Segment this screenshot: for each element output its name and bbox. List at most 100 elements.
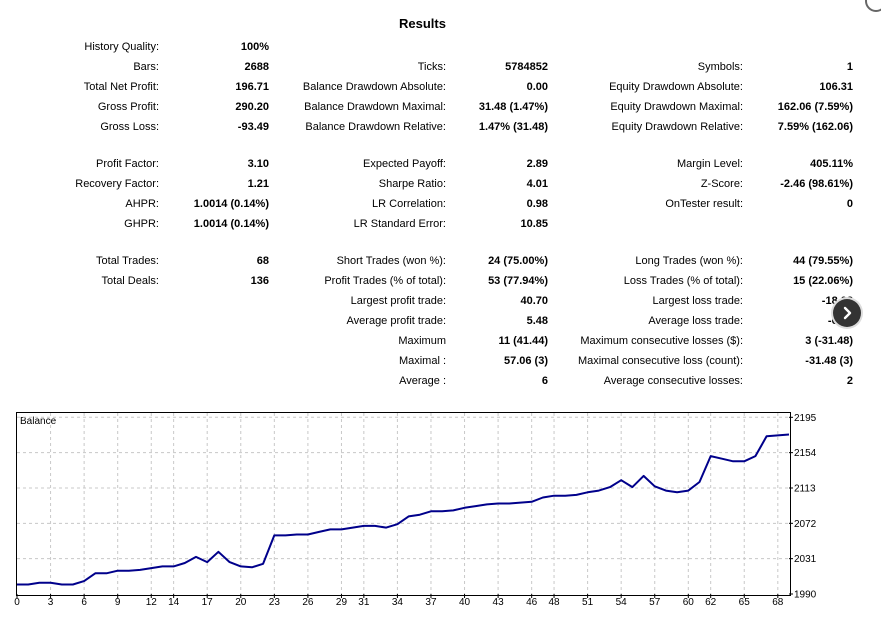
chart-title: Balance — [20, 416, 57, 427]
stat-value-history-quality: 100% — [240, 41, 269, 53]
stat-label-maximal: Maximal : — [398, 355, 446, 367]
x-tick-label: 34 — [392, 597, 404, 608]
x-tick-label: 43 — [493, 597, 505, 608]
stat-label-ticks: Ticks: — [417, 61, 446, 73]
stat-value-symbols: 1 — [846, 61, 853, 73]
stat-label-margin-level: Margin Level: — [676, 158, 743, 170]
stat-label-equity-drawdown-absolute: Equity Drawdown Absolute: — [609, 81, 743, 93]
stat-value-equity-drawdown-absolute: 106.31 — [819, 81, 853, 93]
stat-label-lr-standard-error: LR Standard Error: — [353, 218, 446, 230]
stat-label-short-trades-won: Short Trades (won %): — [336, 255, 446, 267]
stat-value-short-trades-won: 24 (75.00%) — [488, 255, 548, 267]
stat-label-balance-drawdown-maximal: Balance Drawdown Maximal: — [304, 101, 446, 113]
stat-label-total-deals: Total Deals: — [101, 275, 159, 287]
x-tick-label: 9 — [115, 597, 121, 608]
stat-label-average: Average : — [399, 375, 446, 387]
stat-value-average-consecutive-losses: 2 — [846, 375, 853, 387]
stat-value-total-deals: 136 — [250, 275, 269, 287]
stat-value-maximal-consecutive-loss-count: -31.48 (3) — [805, 355, 853, 367]
stat-value-profit-trades-of-total: 53 (77.94%) — [488, 275, 548, 287]
stat-label-largest-loss-trade: Largest loss trade: — [652, 295, 744, 307]
x-tick-label: 26 — [302, 597, 314, 608]
stat-value-total-net-profit: 196.71 — [235, 81, 269, 93]
y-tick-label: 2113 — [794, 483, 816, 494]
x-tick-label: 12 — [146, 597, 158, 608]
x-tick-label: 60 — [683, 597, 695, 608]
stat-label-balance-drawdown-relative: Balance Drawdown Relative: — [305, 121, 446, 133]
stat-label-profit-factor: Profit Factor: — [96, 158, 159, 170]
stat-value-gross-profit: 290.20 — [235, 101, 269, 113]
y-tick-label: 2154 — [794, 448, 817, 459]
stat-label-long-trades-won: Long Trades (won %): — [635, 255, 743, 267]
stat-label-loss-trades-of-total: Loss Trades (% of total): — [623, 275, 743, 287]
stat-value-bars: 2688 — [244, 61, 269, 73]
stat-value-margin-level: 405.11% — [810, 158, 853, 170]
x-tick-label: 31 — [358, 597, 370, 608]
stat-value-lr-standard-error: 10.85 — [520, 218, 548, 230]
balance-series-line — [17, 433, 790, 586]
stat-label-lr-correlation: LR Correlation: — [372, 198, 446, 210]
stat-label-maximum: Maximum — [398, 335, 446, 347]
stat-value-equity-drawdown-relative: 7.59% (162.06) — [777, 121, 853, 133]
x-tick-label: 68 — [772, 597, 784, 608]
stat-label-maximal-consecutive-loss-count: Maximal consecutive loss (count): — [577, 355, 743, 367]
x-tick-label: 3 — [48, 597, 54, 608]
stat-label-expected-payoff: Expected Payoff: — [363, 158, 446, 170]
stat-label-recovery-factor: Recovery Factor: — [75, 178, 159, 190]
corner-handle-icon — [865, 0, 881, 12]
x-tick-label: 29 — [336, 597, 348, 608]
stat-value-total-trades: 68 — [256, 255, 269, 267]
stat-value-maximum-consecutive-losses: 3 (-31.48) — [805, 335, 853, 347]
stat-value-balance-drawdown-absolute: 0.00 — [526, 81, 548, 93]
stat-label-equity-drawdown-relative: Equity Drawdown Relative: — [611, 121, 743, 133]
stat-label-total-trades: Total Trades: — [96, 255, 159, 267]
x-tick-label: 6 — [81, 597, 87, 608]
stat-value-long-trades-won: 44 (79.55%) — [793, 255, 853, 267]
stat-value-lr-correlation: 0.98 — [526, 198, 548, 210]
stat-label-balance-drawdown-absolute: Balance Drawdown Absolute: — [302, 81, 446, 93]
stat-value-loss-trades-of-total: 15 (22.06%) — [793, 275, 853, 287]
stat-value-maximal: 57.06 (3) — [503, 355, 548, 367]
x-tick-label: 14 — [168, 597, 180, 608]
x-tick-label: 62 — [705, 597, 717, 608]
stat-value-average-profit-trade: 5.48 — [526, 315, 548, 327]
stat-label-symbols: Symbols: — [697, 61, 743, 73]
stat-value-profit-factor: 3.10 — [247, 158, 269, 170]
x-tick-label: 20 — [235, 597, 247, 608]
stat-value-largest-profit-trade: 40.70 — [520, 295, 548, 307]
x-tick-label: 17 — [202, 597, 214, 608]
stat-value-ticks: 5784852 — [505, 61, 548, 73]
stat-label-ghpr: GHPR: — [124, 218, 159, 230]
stat-value-maximum: 11 (41.44) — [498, 335, 548, 347]
stat-label-ontester-result: OnTester result: — [665, 198, 743, 210]
chevron-right-icon — [843, 306, 852, 320]
stat-value-balance-drawdown-relative: 1.47% (31.48) — [478, 121, 548, 133]
stat-label-history-quality: History Quality: — [84, 41, 159, 53]
x-tick-label: 65 — [739, 597, 751, 608]
stat-label-z-score: Z-Score: — [700, 178, 743, 190]
x-tick-label: 57 — [649, 597, 661, 608]
next-page-button[interactable] — [833, 299, 861, 327]
stat-value-expected-payoff: 2.89 — [526, 158, 548, 170]
stat-label-average-loss-trade: Average loss trade: — [648, 315, 743, 327]
x-tick-label: 46 — [526, 597, 538, 608]
y-tick-label: 1990 — [794, 590, 817, 601]
x-tick-label: 51 — [582, 597, 594, 608]
stat-value-ghpr: 1.0014 (0.14%) — [193, 218, 269, 230]
stat-label-maximum-consecutive-losses: Maximum consecutive losses ($): — [580, 335, 743, 347]
stat-value-average: 6 — [541, 375, 548, 387]
stat-label-equity-drawdown-maximal: Equity Drawdown Maximal: — [610, 101, 743, 113]
stat-label-sharpe-ratio: Sharpe Ratio: — [378, 178, 446, 190]
y-tick-label: 2072 — [794, 519, 817, 530]
stat-label-bars: Bars: — [133, 61, 159, 73]
stat-label-ahpr: AHPR: — [125, 198, 159, 210]
stat-label-largest-profit-trade: Largest profit trade: — [350, 295, 446, 307]
results-title: Results — [399, 16, 446, 31]
stat-value-ontester-result: 0 — [846, 198, 853, 210]
stat-value-sharpe-ratio: 4.01 — [526, 178, 548, 190]
y-tick-label: 2195 — [794, 413, 817, 424]
stat-value-balance-drawdown-maximal: 31.48 (1.47%) — [478, 101, 548, 113]
stat-value-z-score: -2.46 (98.61%) — [780, 178, 853, 190]
stat-label-average-consecutive-losses: Average consecutive losses: — [603, 375, 743, 387]
